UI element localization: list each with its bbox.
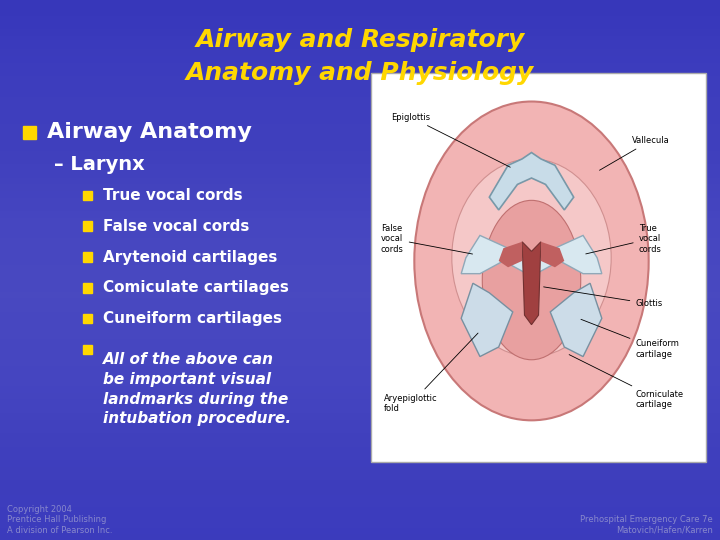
Ellipse shape — [452, 159, 611, 356]
Polygon shape — [534, 235, 602, 274]
Polygon shape — [490, 152, 574, 210]
Polygon shape — [522, 242, 541, 325]
Text: – Larynx: – Larynx — [54, 155, 145, 174]
Text: Cuneiform cartilages: Cuneiform cartilages — [103, 311, 282, 326]
FancyBboxPatch shape — [83, 252, 92, 262]
Text: Corniculate
cartilage: Corniculate cartilage — [569, 355, 683, 409]
Text: False
vocal
cords: False vocal cords — [381, 224, 472, 254]
Text: True vocal cords: True vocal cords — [103, 188, 243, 203]
Text: Airway and Respiratory: Airway and Respiratory — [195, 29, 525, 52]
FancyBboxPatch shape — [83, 345, 92, 354]
FancyBboxPatch shape — [83, 314, 92, 323]
Text: True
vocal
cords: True vocal cords — [586, 224, 662, 254]
FancyBboxPatch shape — [83, 221, 92, 231]
Polygon shape — [499, 242, 522, 267]
Text: Comiculate cartilages: Comiculate cartilages — [103, 280, 289, 295]
Text: Aryepiglottic
fold: Aryepiglottic fold — [384, 333, 478, 413]
Polygon shape — [541, 242, 564, 267]
Text: Prehospital Emergency Care 7e
Matovich/Hafen/Karren: Prehospital Emergency Care 7e Matovich/H… — [580, 515, 713, 535]
Polygon shape — [462, 235, 529, 274]
Ellipse shape — [482, 200, 581, 360]
Text: Glottis: Glottis — [544, 287, 662, 308]
Text: Anatomy and Physiology: Anatomy and Physiology — [186, 61, 534, 85]
Text: False vocal cords: False vocal cords — [103, 219, 249, 234]
FancyBboxPatch shape — [83, 191, 92, 200]
Text: Cuneiform
cartilage: Cuneiform cartilage — [581, 319, 679, 359]
Ellipse shape — [414, 102, 649, 420]
Text: Arytenoid cartilages: Arytenoid cartilages — [103, 249, 277, 265]
FancyBboxPatch shape — [83, 283, 92, 293]
Polygon shape — [550, 284, 602, 356]
Text: Epiglottis: Epiglottis — [391, 112, 510, 167]
Text: Copyright 2004
Prentice Hall Publishing
A division of Pearson Inc.: Copyright 2004 Prentice Hall Publishing … — [7, 505, 113, 535]
FancyBboxPatch shape — [371, 73, 706, 462]
FancyBboxPatch shape — [23, 126, 36, 139]
Text: All of the above can
be important visual
landmarks during the
intubation procedu: All of the above can be important visual… — [103, 352, 291, 427]
Polygon shape — [462, 284, 513, 356]
Text: Vallecula: Vallecula — [600, 136, 670, 170]
Text: Airway Anatomy: Airway Anatomy — [47, 122, 252, 143]
